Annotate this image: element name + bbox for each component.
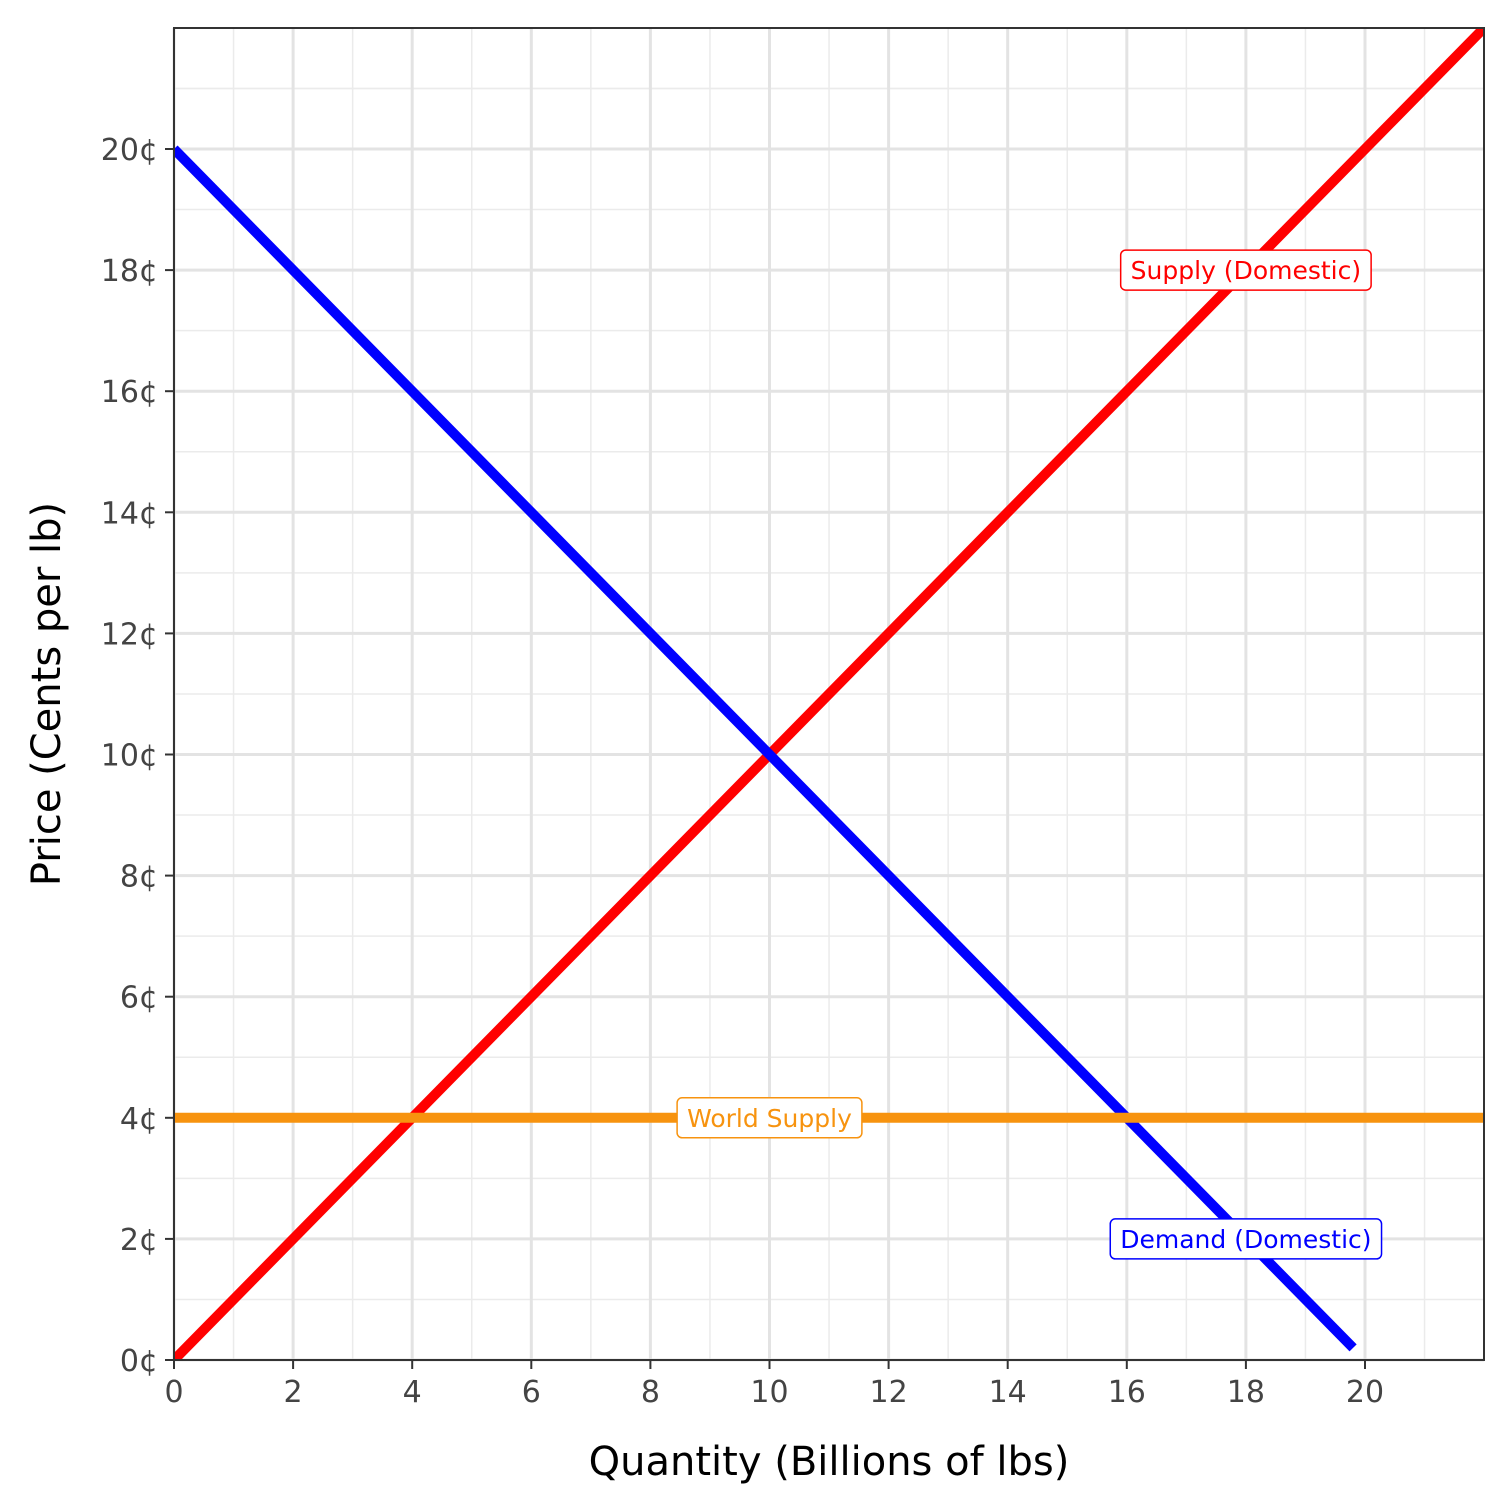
y-tick-label: 16¢	[101, 375, 158, 410]
y-axis: 0¢ 2¢ 4¢ 6¢ 8¢ 10¢ 12¢ 14¢ 16¢ 18¢ 20¢	[101, 133, 174, 1379]
series-line	[174, 145, 1357, 1352]
x-tick-label: 0	[164, 1375, 183, 1410]
x-tick-label: 4	[403, 1375, 422, 1410]
x-tick-label: 2	[284, 1375, 303, 1410]
y-tick-label: 8¢	[120, 860, 158, 895]
panel-border	[173, 27, 1485, 1361]
y-tick-label: 10¢	[101, 739, 158, 774]
x-tick-label: 6	[522, 1375, 541, 1410]
y-tick-label: 20¢	[101, 133, 158, 168]
x-axis-title: Quantity (Billions of lbs)	[589, 1439, 1070, 1485]
x-tick-label: 18	[1227, 1375, 1265, 1410]
y-tick-label: 14¢	[101, 496, 158, 531]
x-tick-label: 16	[1108, 1375, 1146, 1410]
series-label-box	[1109, 1218, 1383, 1260]
x-tick-label: 14	[989, 1375, 1027, 1410]
y-tick-label: 2¢	[120, 1223, 158, 1258]
series-label-text: Supply (Domestic)	[1131, 256, 1361, 285]
x-tick-label: 10	[750, 1375, 788, 1410]
series-label-text: Demand (Domestic)	[1120, 1225, 1371, 1254]
series-label-text: World Supply	[687, 1104, 852, 1133]
series-label-box	[1119, 249, 1372, 291]
y-tick-label: 0¢	[120, 1344, 158, 1379]
series-label: World Supply	[676, 1097, 863, 1139]
y-tick-label: 4¢	[120, 1102, 158, 1137]
x-tick-label: 20	[1346, 1375, 1384, 1410]
series-label: Demand (Domestic)	[1109, 1218, 1383, 1260]
series-labels: Supply (Domestic) Demand (Domestic) World …	[676, 249, 1383, 1260]
x-tick-label: 12	[870, 1375, 908, 1410]
series-label-box	[676, 1097, 863, 1139]
y-tick-label: 12¢	[101, 617, 158, 652]
x-tick-label: 8	[641, 1375, 660, 1410]
series-label: Supply (Domestic)	[1119, 249, 1372, 291]
y-axis-title: Price (Cents per lb)	[24, 502, 70, 886]
y-tick-label: 18¢	[101, 254, 158, 289]
y-tick-label: 6¢	[120, 981, 158, 1016]
x-axis: 0 2 4 6 8 10 12 14 16 18 20	[164, 1360, 1384, 1410]
